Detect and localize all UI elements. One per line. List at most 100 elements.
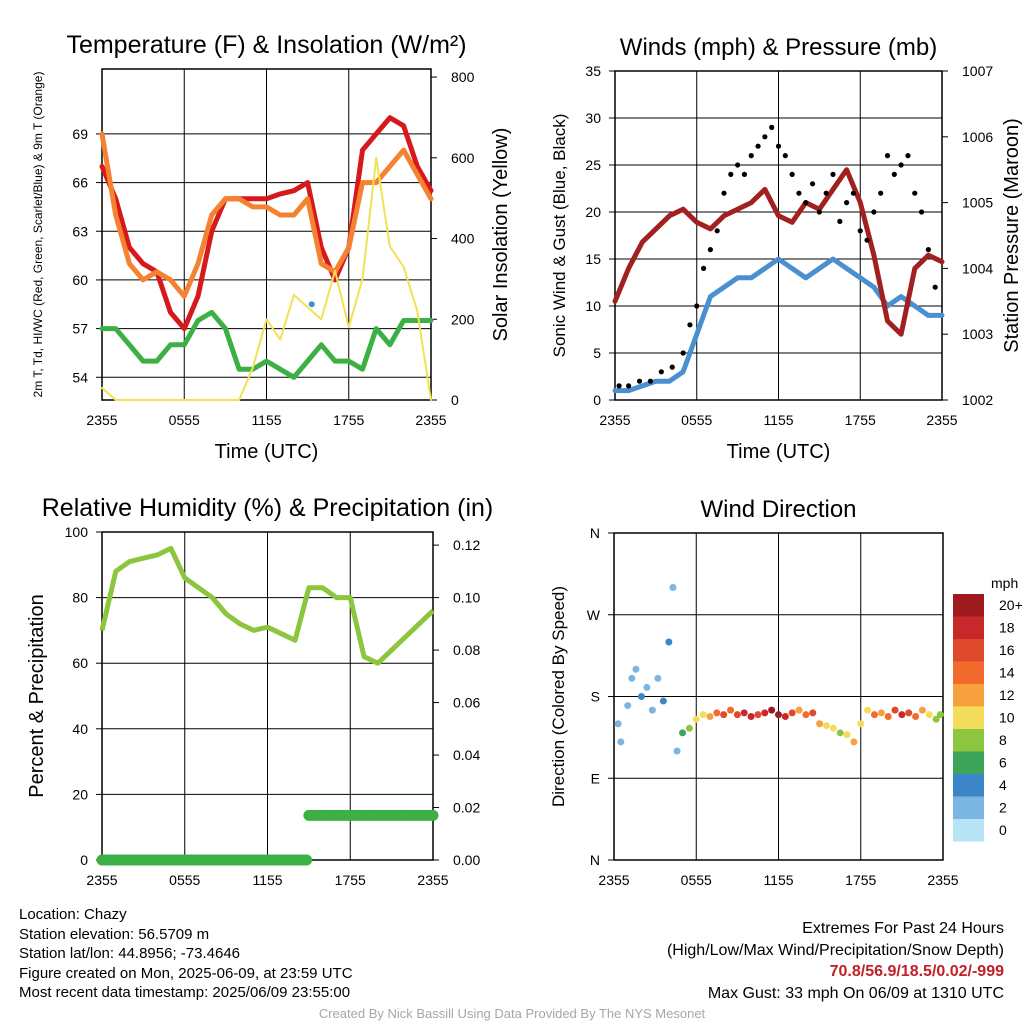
- direction-point: [733, 711, 741, 719]
- gust-point: [728, 171, 734, 177]
- x-tick-label: 2355: [927, 872, 958, 888]
- direction-point: [624, 702, 632, 710]
- chart-title: Temperature (F) & Insolation (W/m²): [66, 31, 466, 59]
- x-tick-label: 2355: [926, 412, 957, 428]
- gust-point: [626, 383, 632, 389]
- gust-point: [658, 369, 664, 375]
- direction-point: [829, 724, 837, 732]
- direction-point: [781, 712, 789, 720]
- speed-legend: mph 20+ 18 16 14 12 10 8 6 4 2 0: [953, 575, 1023, 842]
- gust-point: [694, 303, 700, 309]
- legend-swatch: [953, 684, 984, 707]
- y-right-tick-label: 1006: [962, 129, 993, 145]
- direction-point: [918, 706, 926, 714]
- x-tick-label: 0555: [681, 412, 712, 428]
- y-tick-label: 15: [585, 251, 601, 267]
- y-tick-label: 25: [585, 157, 601, 173]
- plot-frame: [614, 70, 943, 401]
- series-line-2: [99, 131, 434, 299]
- direction-point: [870, 711, 878, 719]
- gust-point: [669, 364, 675, 370]
- y-right-tick-label: 0.06: [453, 695, 480, 711]
- legend-label: 2: [999, 800, 1007, 816]
- legend-label: 16: [999, 642, 1015, 658]
- x-tick-label: 1155: [252, 872, 282, 888]
- legend-label: 8: [999, 732, 1007, 748]
- y-right-axis-label: Station Pressure (Maroon): [1001, 118, 1023, 353]
- direction-point: [665, 638, 673, 646]
- legend-label: 6: [999, 755, 1007, 771]
- direction-point: [727, 706, 735, 714]
- gust-point: [844, 200, 850, 206]
- legend-swatch: [953, 819, 984, 842]
- extremes-title: Extremes For Past 24 Hours: [802, 920, 1004, 937]
- y-tick-label: 20: [72, 786, 88, 802]
- x-tick-label: 2355: [86, 412, 117, 428]
- x-tick-label: 2355: [599, 412, 630, 428]
- direction-point: [643, 683, 651, 691]
- direction-point: [891, 706, 899, 714]
- gust-point: [905, 153, 911, 159]
- y-tick-label: N: [590, 852, 600, 868]
- extremes-values: 70.8/56.9/18.5/0.02/-999: [829, 963, 1004, 980]
- direction-point: [816, 720, 824, 728]
- y-right-tick-label: 0.08: [453, 642, 480, 658]
- gust-point: [816, 209, 822, 215]
- direction-point: [720, 711, 728, 719]
- y-tick-label: 54: [72, 369, 88, 385]
- extremes-fields: (High/Low/Max Wind/Precipitation/Snow De…: [666, 941, 1004, 959]
- y-right-tick-label: 0.04: [453, 747, 480, 763]
- direction-point: [740, 709, 748, 717]
- gust-point: [925, 247, 931, 253]
- x-tick-label: 2355: [415, 412, 446, 428]
- data-point: [308, 301, 315, 308]
- x-tick-label: 1755: [845, 872, 876, 888]
- y-tick-label: 60: [72, 655, 88, 671]
- gust-point: [837, 218, 843, 224]
- recent-data-text: Most recent data timestamp: 2025/06/09 2…: [19, 984, 351, 1001]
- series-line-3: [99, 309, 434, 380]
- y-tick-label: 57: [72, 321, 88, 337]
- legend-swatch: [953, 774, 984, 797]
- gust-point: [721, 190, 727, 196]
- station-info: Location: Chazy Station elevation: 56.57…: [19, 905, 353, 1003]
- gust-point: [864, 237, 870, 243]
- direction-point: [809, 709, 817, 717]
- direction-point: [843, 731, 851, 739]
- x-tick-label: 0555: [169, 872, 200, 888]
- y-tick-label: 60: [72, 272, 88, 288]
- x-tick-label: 1755: [333, 412, 364, 428]
- direction-point: [802, 711, 810, 719]
- y-right-tick-label: 800: [451, 69, 475, 85]
- gust-point: [803, 200, 809, 206]
- precip-point: [301, 854, 313, 866]
- direction-point: [699, 711, 707, 719]
- credit-text: Created By Nick Bassill Using Data Provi…: [318, 1006, 706, 1021]
- legend-swatch: [953, 706, 984, 729]
- gust-point: [918, 209, 925, 215]
- max-gust-text: Max Gust: 33 mph On 06/09 at 1310 UTC: [707, 984, 1004, 1002]
- y-right-tick-label: 1004: [962, 260, 993, 276]
- legend-label: 12: [999, 687, 1015, 703]
- y-right-tick-label: 400: [451, 231, 475, 247]
- direction-point: [768, 706, 776, 714]
- legend-swatch: [953, 729, 984, 752]
- y-right-tick-label: 200: [451, 311, 475, 327]
- direction-point: [692, 715, 700, 723]
- gust-point: [687, 322, 693, 328]
- direction-point: [614, 720, 622, 728]
- series-line-2: [612, 167, 945, 337]
- extremes-info: Extremes For Past 24 Hours (High/Low/Max…: [667, 918, 1004, 1004]
- direction-point: [884, 712, 892, 720]
- direction-point: [822, 722, 830, 730]
- gust-point: [809, 181, 816, 187]
- plot-frame: [101, 68, 432, 401]
- direction-point: [905, 709, 913, 717]
- gust-point: [884, 153, 891, 159]
- x-axis-label: Time (UTC): [215, 441, 319, 463]
- y-tick-label: N: [590, 525, 600, 541]
- y-tick-label: 10: [585, 298, 601, 314]
- y-axis-label: Sonic Wind & Gust (Blue, Black): [550, 114, 569, 358]
- direction-point: [659, 697, 667, 705]
- y-right-tick-label: 0: [451, 392, 459, 408]
